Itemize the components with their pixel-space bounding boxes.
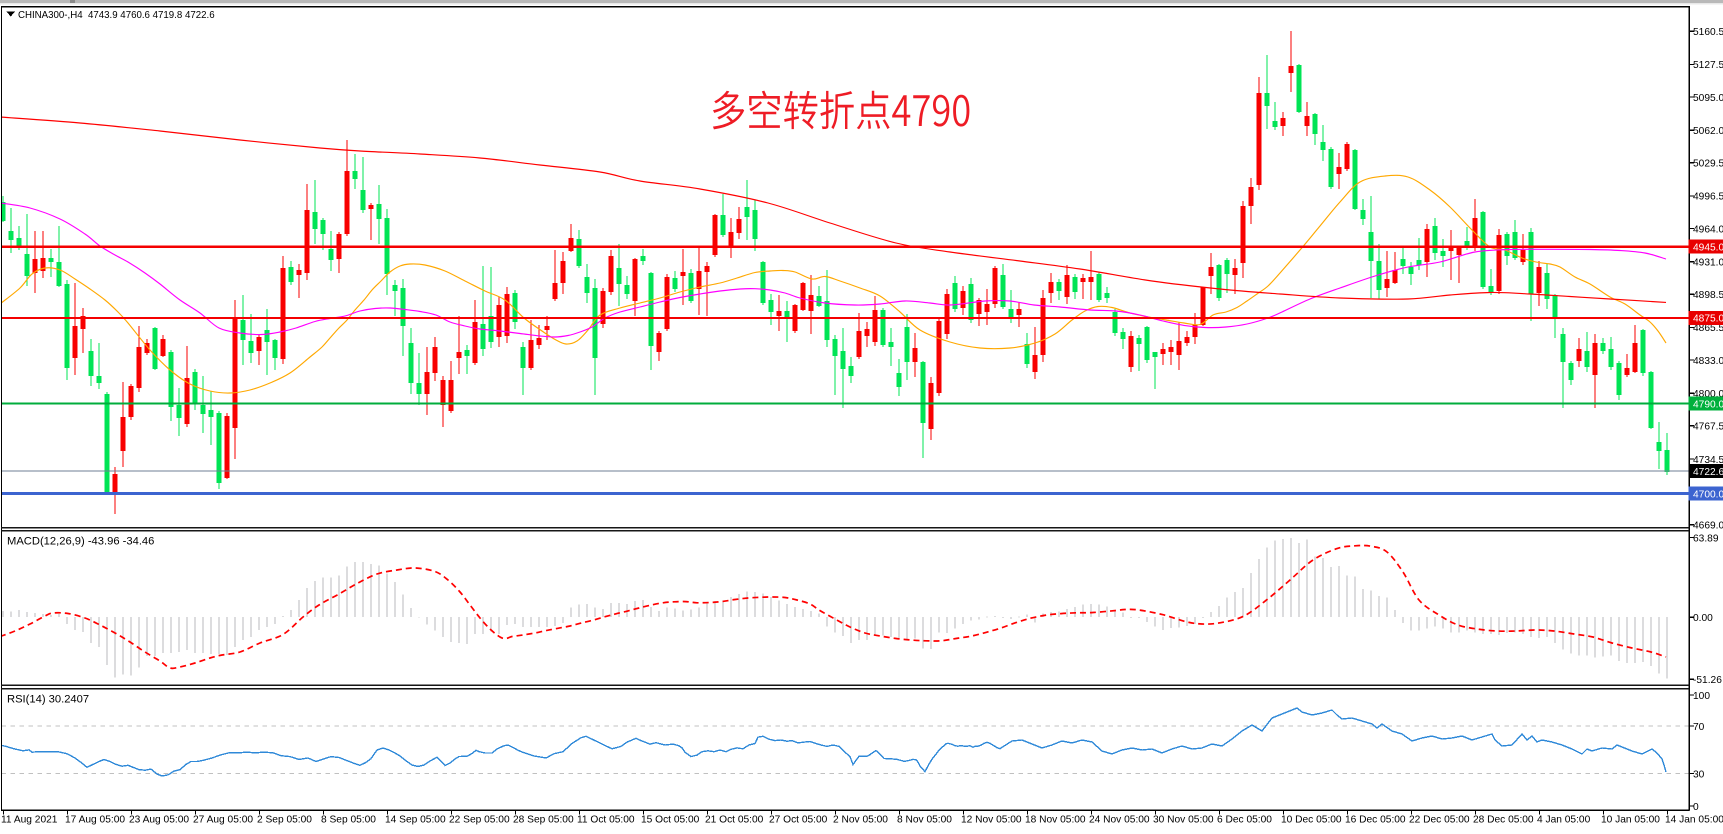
svg-text:5062.0: 5062.0 [1693,126,1723,137]
svg-text:15 Oct 05:00: 15 Oct 05:00 [641,815,700,826]
svg-text:28 Sep 05:00: 28 Sep 05:00 [513,815,574,826]
svg-text:-51.26: -51.26 [1693,675,1722,686]
svg-text:4734.5: 4734.5 [1693,455,1723,466]
svg-text:4898.5: 4898.5 [1693,290,1723,301]
svg-text:22 Dec 05:00: 22 Dec 05:00 [1409,815,1470,826]
svg-text:27 Aug 05:00: 27 Aug 05:00 [193,815,253,826]
svg-text:0.00: 0.00 [1693,613,1713,624]
svg-text:4767.5: 4767.5 [1693,422,1723,433]
svg-text:4 Jan 05:00: 4 Jan 05:00 [1537,815,1591,826]
svg-text:28 Dec 05:00: 28 Dec 05:00 [1473,815,1534,826]
svg-text:4996.5: 4996.5 [1693,192,1723,203]
svg-text:12 Nov 05:00: 12 Nov 05:00 [961,815,1022,826]
svg-text:CHINA300-,H4 4743.9 4760.6 47: CHINA300-,H4 4743.9 4760.6 4719.8 4722.6 [18,10,215,21]
svg-text:21 Oct 05:00: 21 Oct 05:00 [705,815,764,826]
svg-text:11 Aug 2021: 11 Aug 2021 [1,815,58,826]
svg-text:4669.0: 4669.0 [1693,521,1723,532]
svg-text:5127.5: 5127.5 [1693,60,1723,71]
svg-text:30: 30 [1693,769,1705,780]
svg-text:10 Dec 05:00: 10 Dec 05:00 [1281,815,1342,826]
svg-text:4875.0: 4875.0 [1693,314,1723,325]
svg-text:6 Dec 05:00: 6 Dec 05:00 [1217,815,1272,826]
svg-text:10 Jan 05:00: 10 Jan 05:00 [1601,815,1660,826]
svg-text:23 Aug 05:00: 23 Aug 05:00 [129,815,189,826]
svg-text:100: 100 [1693,691,1710,702]
svg-text:4833.0: 4833.0 [1693,356,1723,367]
svg-text:4722.6: 4722.6 [1693,467,1723,478]
svg-text:8 Sep 05:00: 8 Sep 05:00 [321,815,376,826]
svg-text:4964.0: 4964.0 [1693,224,1723,235]
svg-text:11 Oct 05:00: 11 Oct 05:00 [577,815,635,826]
svg-text:27 Oct 05:00: 27 Oct 05:00 [769,815,828,826]
svg-text:22 Sep 05:00: 22 Sep 05:00 [449,815,510,826]
svg-text:5095.0: 5095.0 [1693,93,1723,104]
svg-text:24 Nov 05:00: 24 Nov 05:00 [1089,815,1150,826]
svg-text:17 Aug 05:00: 17 Aug 05:00 [65,815,125,826]
svg-text:8 Nov 05:00: 8 Nov 05:00 [897,815,952,826]
svg-text:18 Nov 05:00: 18 Nov 05:00 [1025,815,1086,826]
svg-text:0: 0 [1693,802,1699,813]
svg-text:16 Dec 05:00: 16 Dec 05:00 [1345,815,1406,826]
svg-text:RSI(14) 30.2407: RSI(14) 30.2407 [7,694,89,706]
svg-text:14 Sep 05:00: 14 Sep 05:00 [385,815,446,826]
svg-text:MACD(12,26,9) -43.96 -34.46: MACD(12,26,9) -43.96 -34.46 [7,536,154,548]
svg-text:14 Jan 05:00: 14 Jan 05:00 [1665,815,1723,826]
svg-text:63.89: 63.89 [1693,533,1719,544]
svg-text:5160.5: 5160.5 [1693,27,1723,38]
svg-text:4931.0: 4931.0 [1693,257,1723,268]
svg-text:2 Nov 05:00: 2 Nov 05:00 [833,815,888,826]
svg-text:4790.0: 4790.0 [1693,399,1723,410]
svg-text:4865.5: 4865.5 [1693,323,1723,334]
svg-text:4700.0: 4700.0 [1693,489,1723,500]
svg-text:30 Nov 05:00: 30 Nov 05:00 [1153,815,1214,826]
svg-text:70: 70 [1693,722,1705,733]
svg-text:4945.0: 4945.0 [1693,242,1723,253]
svg-text:5029.5: 5029.5 [1693,159,1723,170]
svg-text:4800.0: 4800.0 [1693,389,1723,400]
svg-text:2 Sep 05:00: 2 Sep 05:00 [257,815,312,826]
